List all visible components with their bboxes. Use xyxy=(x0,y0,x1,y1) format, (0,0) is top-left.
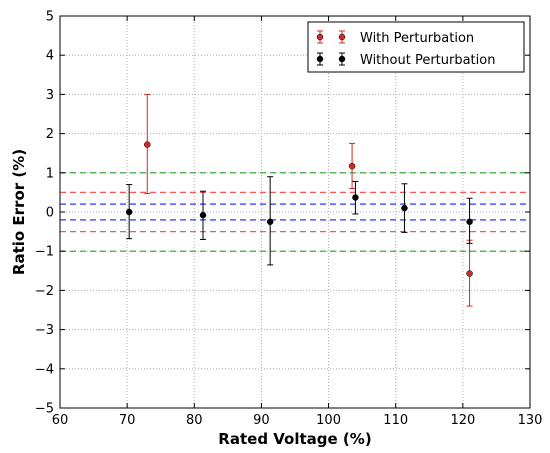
y-tick-label: −1 xyxy=(35,245,54,260)
legend-label: With Perturbation xyxy=(360,31,474,46)
error-bars xyxy=(126,93,473,307)
y-tick-label: −5 xyxy=(35,402,54,417)
legend-marker xyxy=(316,33,324,41)
data-points xyxy=(125,141,473,277)
x-tick-label: 100 xyxy=(316,413,341,428)
legend-marker xyxy=(316,55,324,63)
y-tick-label: 4 xyxy=(46,49,54,64)
x-tick-label: 70 xyxy=(119,413,136,428)
data-point xyxy=(466,270,473,277)
ticks xyxy=(59,15,531,409)
data-point xyxy=(348,162,356,170)
y-axis-label: Ratio Error (%) xyxy=(10,149,28,275)
y-tick-label: −3 xyxy=(35,323,54,338)
y-tick-labels: −5 −4 −3 −2 −1 0 1 2 3 4 5 xyxy=(35,10,54,417)
y-tick-label: −4 xyxy=(35,362,54,377)
y-tick-label: 1 xyxy=(46,166,54,181)
x-tick-label: 130 xyxy=(518,413,543,428)
legend: With Perturbation Without Perturbation xyxy=(307,21,525,73)
x-tick-label: 60 xyxy=(52,413,69,428)
data-point xyxy=(401,204,408,212)
legend-marker xyxy=(338,33,346,41)
y-tick-label: 2 xyxy=(46,127,54,142)
legend-entry: Without Perturbation xyxy=(316,52,495,68)
data-point xyxy=(352,194,359,201)
y-tick-label: 5 xyxy=(46,10,54,25)
y-tick-label: 0 xyxy=(46,206,54,221)
x-axis-label: Rated Voltage (%) xyxy=(218,430,371,448)
legend-marker xyxy=(338,55,346,63)
legend-entries: With Perturbation Without Perturbation xyxy=(316,30,495,68)
y-tick-label: 3 xyxy=(46,88,54,103)
x-tick-label: 120 xyxy=(450,413,475,428)
data-point xyxy=(466,218,473,226)
x-tick-label: 110 xyxy=(383,413,408,428)
reference-lines xyxy=(60,172,530,252)
x-tick-labels: 60 70 80 90 100 110 120 130 xyxy=(52,413,543,428)
x-tick-label: 90 xyxy=(253,413,270,428)
data-point xyxy=(125,208,133,216)
legend-box xyxy=(307,21,525,73)
x-tick-label: 80 xyxy=(186,413,203,428)
data-point xyxy=(144,141,151,148)
data-point xyxy=(266,218,274,226)
legend-entry: With Perturbation xyxy=(316,30,474,46)
y-tick-label: −2 xyxy=(35,284,54,299)
legend-label: Without Perturbation xyxy=(360,53,495,68)
data-point xyxy=(199,211,207,219)
